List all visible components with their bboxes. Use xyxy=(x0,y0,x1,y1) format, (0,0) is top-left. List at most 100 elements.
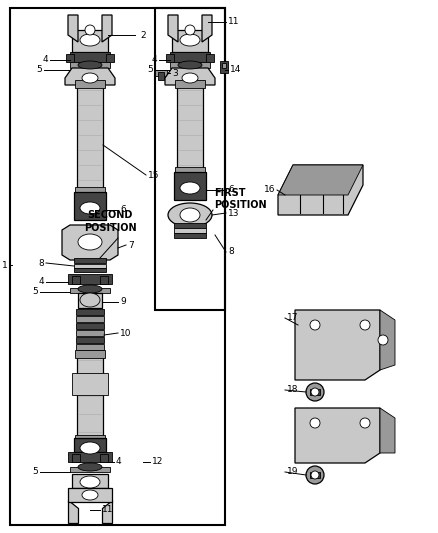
Bar xyxy=(70,62,110,68)
Bar xyxy=(72,474,108,488)
Bar xyxy=(66,54,74,62)
Bar xyxy=(70,52,110,62)
Bar xyxy=(75,80,105,88)
Bar xyxy=(100,276,108,284)
Ellipse shape xyxy=(360,320,370,330)
Text: 19: 19 xyxy=(287,467,299,477)
Bar xyxy=(222,63,226,68)
Text: 8: 8 xyxy=(38,259,44,268)
Text: 11: 11 xyxy=(228,18,240,27)
Bar xyxy=(75,187,105,195)
Ellipse shape xyxy=(182,73,198,83)
Bar xyxy=(68,274,112,284)
Ellipse shape xyxy=(82,73,98,83)
Bar xyxy=(155,70,167,76)
Text: 2: 2 xyxy=(140,30,145,39)
Bar xyxy=(76,316,104,322)
Text: 10: 10 xyxy=(120,328,131,337)
Ellipse shape xyxy=(78,463,102,471)
Bar xyxy=(72,276,80,284)
Text: 12: 12 xyxy=(152,457,163,466)
Bar xyxy=(74,258,106,263)
Bar xyxy=(174,223,206,228)
Ellipse shape xyxy=(80,476,100,488)
Text: 9: 9 xyxy=(120,297,126,306)
Bar xyxy=(75,350,105,358)
Bar xyxy=(174,172,206,200)
Ellipse shape xyxy=(168,203,212,227)
Bar xyxy=(75,435,105,443)
Text: 5: 5 xyxy=(147,66,153,75)
Text: 4: 4 xyxy=(116,457,122,466)
Ellipse shape xyxy=(82,490,98,500)
Text: 7: 7 xyxy=(128,240,134,249)
Polygon shape xyxy=(380,408,395,453)
Bar xyxy=(206,54,214,62)
Bar xyxy=(74,438,106,452)
Ellipse shape xyxy=(78,61,102,69)
Polygon shape xyxy=(278,165,363,215)
Bar xyxy=(70,467,110,472)
Ellipse shape xyxy=(180,208,200,222)
Bar xyxy=(155,8,225,310)
Polygon shape xyxy=(168,15,178,42)
Ellipse shape xyxy=(306,383,324,401)
Ellipse shape xyxy=(378,335,388,345)
Polygon shape xyxy=(68,15,78,42)
Bar xyxy=(158,72,164,80)
Bar xyxy=(76,330,104,336)
Ellipse shape xyxy=(78,234,102,250)
Ellipse shape xyxy=(80,442,100,454)
Text: 15: 15 xyxy=(148,171,159,180)
Text: 4: 4 xyxy=(39,278,44,287)
Bar xyxy=(166,54,174,62)
Text: 4: 4 xyxy=(42,55,48,64)
Bar xyxy=(68,452,112,462)
Ellipse shape xyxy=(311,471,319,479)
Text: 13: 13 xyxy=(228,208,240,217)
Bar xyxy=(70,288,110,293)
Text: 4: 4 xyxy=(152,55,157,64)
Ellipse shape xyxy=(80,34,100,46)
Bar xyxy=(106,54,114,62)
Text: 6: 6 xyxy=(228,185,234,195)
Ellipse shape xyxy=(310,320,320,330)
Bar xyxy=(74,264,106,268)
Bar xyxy=(76,344,104,350)
Bar xyxy=(175,167,205,175)
Text: FIRST: FIRST xyxy=(214,188,246,198)
Bar xyxy=(74,268,106,272)
Bar xyxy=(77,85,103,195)
Ellipse shape xyxy=(311,388,319,396)
Bar xyxy=(77,352,103,440)
Bar xyxy=(74,192,106,220)
Ellipse shape xyxy=(180,182,200,194)
Ellipse shape xyxy=(306,466,324,484)
Bar xyxy=(78,293,102,308)
Polygon shape xyxy=(62,225,118,260)
Bar xyxy=(174,228,206,233)
Bar xyxy=(68,488,112,502)
Bar xyxy=(170,52,210,62)
Text: 18: 18 xyxy=(287,385,299,394)
Bar xyxy=(172,30,208,52)
Polygon shape xyxy=(295,310,380,380)
Text: 14: 14 xyxy=(230,66,241,75)
Text: 11: 11 xyxy=(102,505,113,514)
Bar xyxy=(175,80,205,88)
Text: 8: 8 xyxy=(228,247,234,256)
Text: 5: 5 xyxy=(36,66,42,75)
Polygon shape xyxy=(380,310,395,370)
Polygon shape xyxy=(202,15,212,42)
Bar xyxy=(174,233,206,238)
Bar xyxy=(76,351,104,357)
Bar xyxy=(76,337,104,343)
Bar xyxy=(100,454,108,462)
Ellipse shape xyxy=(178,61,202,69)
Text: 17: 17 xyxy=(287,313,299,322)
Text: POSITION: POSITION xyxy=(214,200,267,210)
Ellipse shape xyxy=(78,285,102,293)
Text: 3: 3 xyxy=(172,69,178,77)
Polygon shape xyxy=(102,15,112,42)
Polygon shape xyxy=(295,408,380,463)
